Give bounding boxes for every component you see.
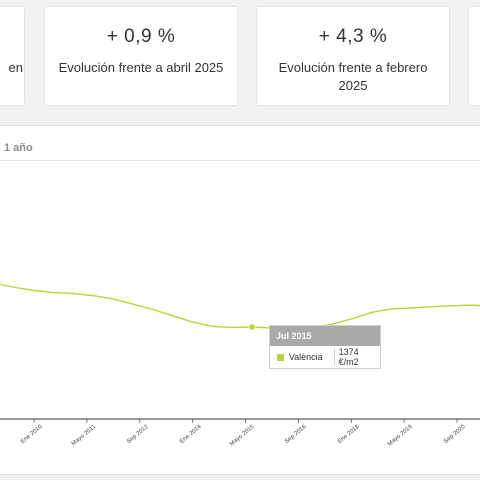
data-point [350,318,352,320]
highlighted-point[interactable] [248,323,256,331]
data-point [73,293,75,295]
tooltip-value: 1374 €/m2 [338,347,359,367]
stat-card-caption: en [8,60,23,75]
data-point [53,292,55,294]
stat-card-partial-right [468,6,480,106]
data-point [469,304,471,306]
stat-card-value: + 4,3 % [318,26,388,47]
data-point [92,295,95,297]
data-point [112,298,114,300]
series-line-valencia[interactable] [0,282,480,330]
data-point [172,315,174,317]
data-point [211,325,214,327]
stat-card-caption: Evolución frente a febrero 2025 [278,60,428,93]
tooltip-date: Jul 2015 [270,326,380,346]
chart-tooltip: Jul 2015 València 1374 €/m2 [269,325,381,369]
data-point [430,306,432,308]
data-point [192,321,194,323]
tooltip-series-name: València [288,352,323,362]
data-point [13,286,15,288]
tooltip-swatch [277,353,284,361]
data-point [449,305,451,307]
data-point [33,289,35,292]
stat-card-april: + 0,9 % Evolución frente a abril 2025 [44,6,238,106]
data-point [410,307,412,309]
tooltip-separator [333,349,335,365]
stat-card-caption: Evolución frente a abril 2025 [58,60,224,75]
data-point [152,308,154,311]
tooltip-row: València 1374 €/m2 [270,346,380,368]
range-tab-1-year[interactable]: 1 año [4,142,33,154]
chart-divider [0,160,480,161]
data-point [231,326,233,328]
x-axis-ticks [33,419,458,423]
data-point [132,303,134,305]
stat-card-february: + 4,3 % Evolución frente a febrero 2025 [256,6,450,106]
stat-card-value: + 0,9 % [106,26,176,47]
data-point [390,308,392,310]
data-point [330,323,332,325]
stat-card-partial-left: en [0,6,25,106]
data-point [370,312,372,314]
price-chart-panel [0,125,480,475]
series-points [13,286,471,330]
